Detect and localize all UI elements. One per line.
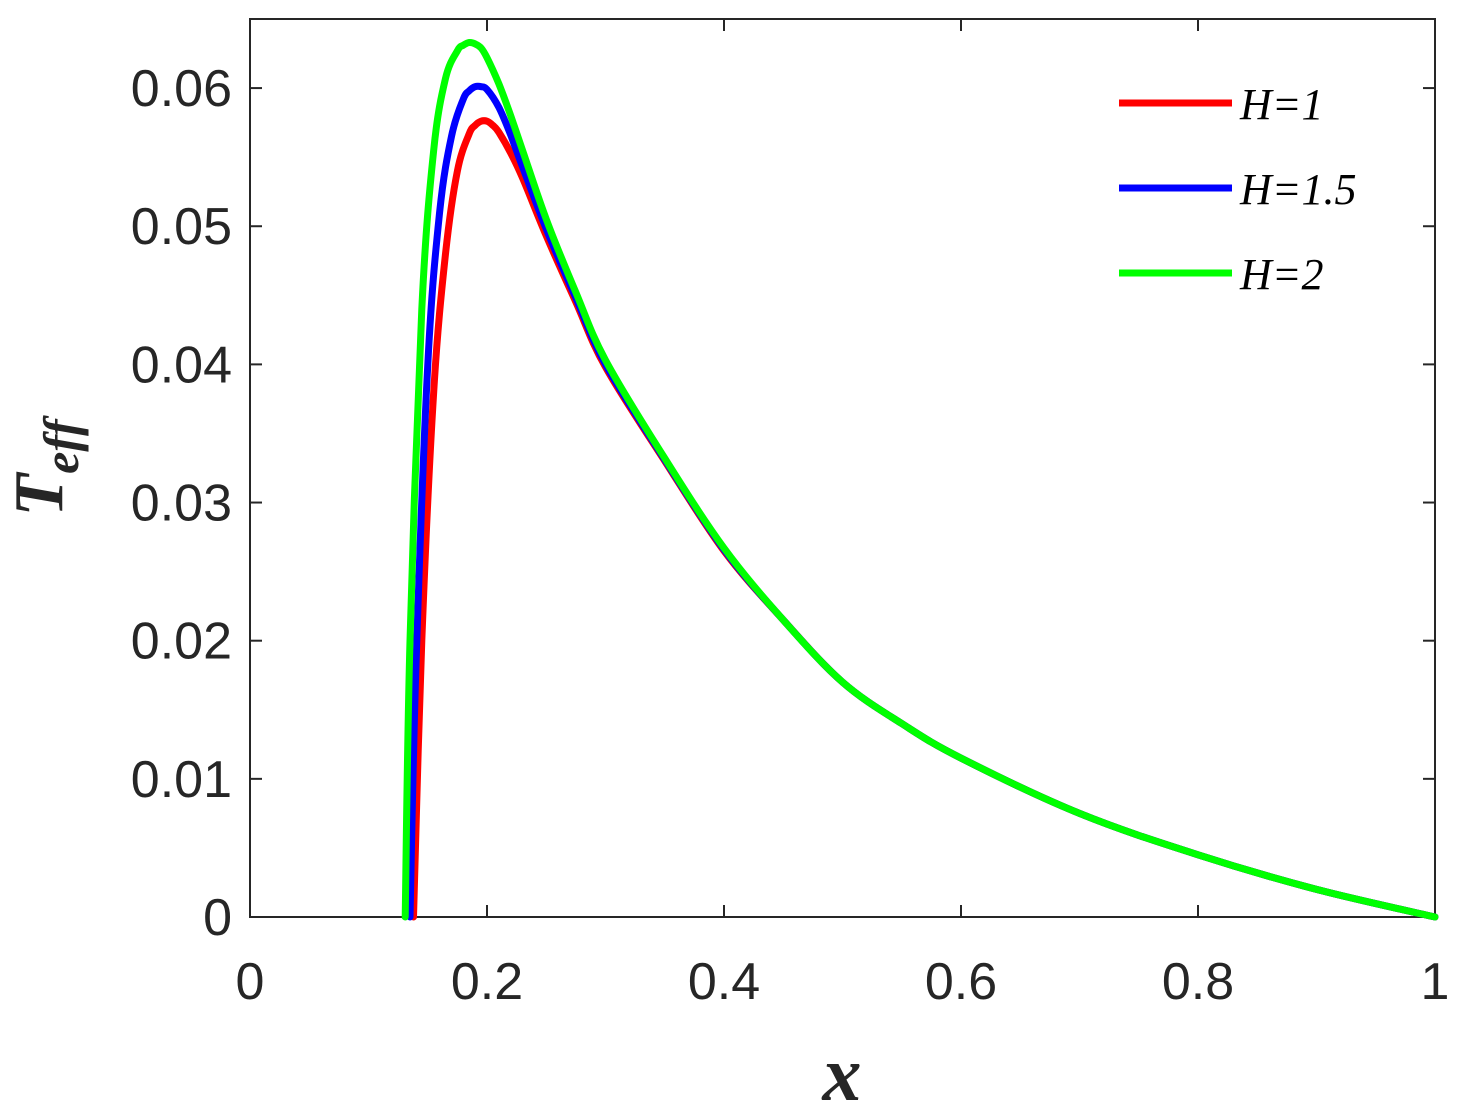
x-tick-label: 0.6: [925, 953, 997, 1011]
y-tick-label: 0.06: [131, 60, 232, 118]
y-axis-ticks: 0 0.01 0.02 0.03 0.04 0.05 0.06: [131, 60, 1435, 947]
x-tick-label: 0: [236, 953, 265, 1011]
x-axis-ticks: 0 0.2 0.4 0.6 0.8 1: [236, 19, 1450, 1011]
x-tick-label: 0.8: [1162, 953, 1234, 1011]
y-axis-label: Teff: [1, 415, 89, 517]
x-axis-label: x: [822, 1030, 862, 1117]
x-tick-label: 0.4: [688, 953, 760, 1011]
y-tick-label: 0.04: [131, 336, 232, 394]
y-axis-label-main: T: [1, 471, 78, 517]
y-axis-label-subscript: eff: [33, 415, 89, 474]
legend-label-1: H=1: [1239, 80, 1323, 129]
y-tick-label: 0.02: [131, 613, 232, 671]
y-tick-label: 0: [203, 889, 232, 947]
x-tick-label: 1: [1421, 953, 1450, 1011]
y-tick-label: 0.03: [131, 475, 232, 533]
legend: H=1 H=1.5 H=2: [1119, 80, 1356, 299]
legend-label-3: H=2: [1239, 250, 1323, 299]
y-tick-label: 0.01: [131, 751, 232, 809]
x-tick-label: 0.2: [451, 953, 523, 1011]
series-lines: [401, 38, 1439, 921]
series-line-3: [401, 38, 1439, 921]
legend-label-2: H=1.5: [1239, 165, 1356, 214]
y-tick-label: 0.05: [131, 198, 232, 256]
